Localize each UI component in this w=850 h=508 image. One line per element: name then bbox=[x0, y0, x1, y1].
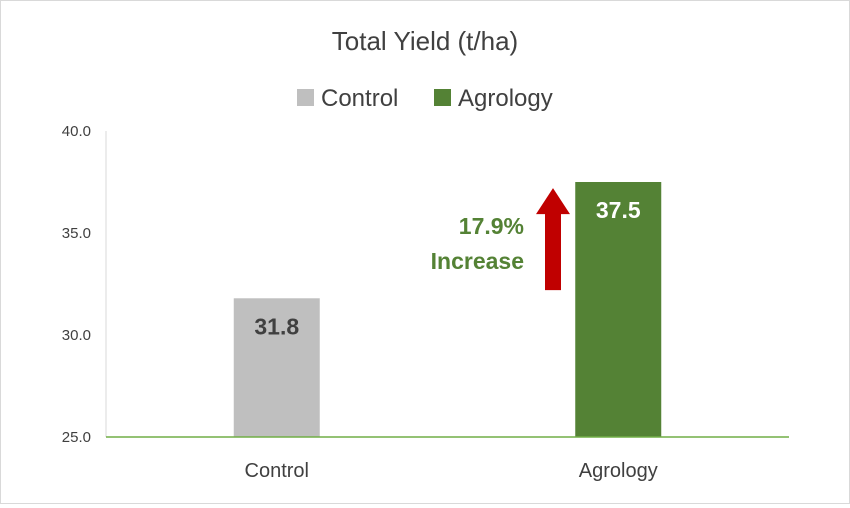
y-axis-ticks: 25.0 30.0 35.0 40.0 bbox=[62, 123, 91, 446]
y-tick-label: 35.0 bbox=[62, 225, 91, 242]
category-label-control: Control bbox=[245, 460, 309, 482]
chart-title: Total Yield (t/ha) bbox=[332, 26, 518, 56]
y-tick-label: 25.0 bbox=[62, 429, 91, 446]
legend-swatch-control bbox=[297, 89, 314, 106]
increase-percent: 17.9% bbox=[459, 213, 524, 239]
legend-label-agrology: Agrology bbox=[458, 85, 553, 112]
bar-agrology bbox=[575, 182, 662, 437]
category-label-agrology: Agrology bbox=[579, 460, 658, 482]
up-arrow-icon bbox=[536, 188, 570, 291]
increase-annotation: 17.9% Increase bbox=[431, 188, 570, 291]
category-labels: Control Agrology bbox=[245, 460, 658, 482]
y-tick-label: 40.0 bbox=[62, 123, 91, 140]
legend-swatch-agrology bbox=[434, 89, 451, 106]
data-label-agrology: 37.5 bbox=[596, 197, 641, 223]
y-tick-label: 30.0 bbox=[62, 327, 91, 344]
bars: 31.8 37.5 bbox=[233, 182, 662, 437]
increase-label: Increase bbox=[431, 248, 524, 274]
legend: Control Agrology bbox=[297, 85, 553, 112]
data-label-control: 31.8 bbox=[254, 313, 299, 339]
bar-control bbox=[233, 298, 320, 437]
legend-label-control: Control bbox=[321, 85, 398, 112]
